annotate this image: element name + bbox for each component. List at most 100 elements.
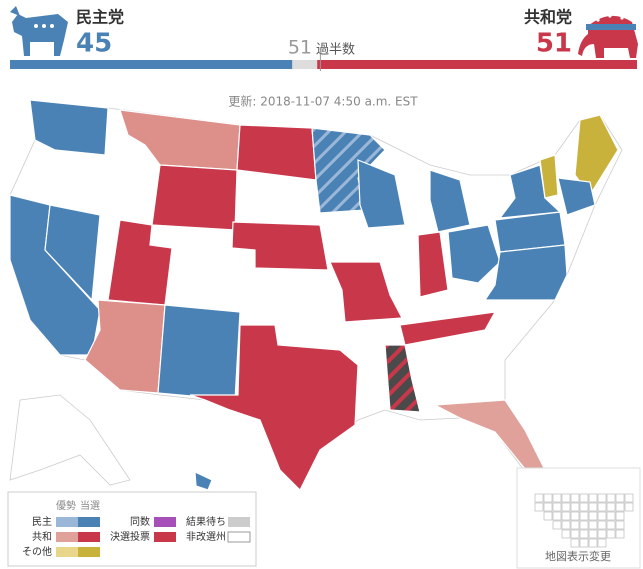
tile[interactable] (579, 502, 589, 512)
tile[interactable] (570, 493, 580, 503)
maine (574, 114, 619, 197)
states (9, 99, 619, 492)
tile[interactable] (588, 538, 598, 548)
tile[interactable] (588, 529, 598, 539)
utah (107, 219, 173, 306)
tile[interactable] (561, 520, 571, 530)
tile[interactable] (579, 493, 589, 503)
tile[interactable] (570, 529, 580, 539)
tile[interactable] (615, 502, 625, 512)
legend-rep: 共和 (32, 531, 52, 543)
tile[interactable] (597, 529, 607, 539)
tile[interactable] (588, 502, 598, 512)
tile[interactable] (561, 511, 571, 521)
tile[interactable] (606, 502, 616, 512)
tile[interactable] (597, 493, 607, 503)
tile[interactable] (552, 502, 562, 512)
new-york (498, 164, 562, 219)
vermont (539, 154, 559, 199)
tile[interactable] (615, 493, 625, 503)
legend: 優勢 当選 民主 共和 その他 同数 決選投票 結果待ち 非改選州 (7, 491, 257, 567)
swatch (154, 517, 176, 527)
tile[interactable] (606, 529, 616, 539)
legend-dem: 民主 (32, 516, 52, 528)
legend-tie: 同数 (130, 515, 150, 528)
dem-label: 民主党 (76, 8, 124, 27)
tile[interactable] (579, 520, 589, 530)
tile[interactable] (552, 511, 562, 521)
tile[interactable] (606, 520, 616, 530)
swatch (154, 532, 176, 542)
swatch (56, 532, 78, 542)
tile[interactable] (615, 511, 625, 521)
new-mexico (157, 304, 241, 401)
tile[interactable] (552, 493, 562, 503)
rep-label: 共和党 (524, 8, 572, 27)
legend-other: その他 (22, 545, 52, 558)
legend-won: 当選 (80, 499, 100, 512)
florida (432, 399, 546, 476)
mississippi (384, 344, 421, 413)
tile[interactable] (624, 502, 634, 512)
texas (189, 324, 359, 492)
tile[interactable] (606, 493, 616, 503)
legend-pending: 結果待ち (186, 515, 226, 528)
tile[interactable] (588, 511, 598, 521)
tile[interactable] (570, 520, 580, 530)
swatch (78, 517, 100, 527)
michigan (429, 169, 471, 233)
tile[interactable] (561, 529, 571, 539)
rep-seat-bar (317, 60, 637, 69)
tile[interactable] (534, 502, 544, 512)
tile[interactable] (597, 511, 607, 521)
legend-lean: 優勢 (56, 499, 76, 512)
tile[interactable] (570, 502, 580, 512)
tile[interactable] (597, 502, 607, 512)
dem-seats: 45 (76, 29, 112, 59)
majority-label: 過半数 (316, 43, 355, 58)
hawaii (194, 471, 213, 491)
majority-seats: 51 (288, 37, 312, 59)
legend-not-up: 非改選州 (186, 530, 226, 543)
elephant-icon (578, 14, 638, 58)
rep-seats: 51 (536, 29, 572, 59)
tile[interactable] (534, 493, 544, 503)
tile[interactable] (570, 538, 580, 548)
tile[interactable] (615, 520, 625, 530)
map-toggle[interactable]: 地図表示変更 (516, 467, 641, 569)
tile[interactable] (624, 493, 634, 503)
indiana (417, 231, 449, 298)
dem-seat-bar (10, 60, 293, 69)
tile[interactable] (579, 529, 589, 539)
tile[interactable] (561, 493, 571, 503)
tile[interactable] (561, 502, 571, 512)
map-toggle-label[interactable]: 地図表示変更 (545, 549, 611, 563)
tile[interactable] (570, 511, 580, 521)
tile[interactable] (543, 511, 553, 521)
nebraska (231, 221, 329, 271)
tile[interactable] (543, 502, 553, 512)
tile[interactable] (606, 511, 616, 521)
wyoming (151, 164, 238, 231)
tile[interactable] (579, 538, 589, 548)
tile[interactable] (597, 520, 607, 530)
tile[interactable] (579, 511, 589, 521)
north-dakota (236, 124, 317, 181)
ohio (447, 224, 501, 284)
tile[interactable] (588, 493, 598, 503)
washington (29, 99, 109, 156)
tile[interactable] (597, 538, 607, 548)
mid-atlantic (483, 244, 568, 301)
swatch (78, 547, 100, 557)
tile-map-icon[interactable] (534, 493, 634, 548)
swatch (227, 531, 251, 543)
missouri (329, 261, 403, 323)
tile[interactable] (552, 520, 562, 530)
tile[interactable] (615, 529, 625, 539)
swatch (78, 532, 100, 542)
tile[interactable] (543, 493, 553, 503)
tile[interactable] (588, 520, 598, 530)
wisconsin (357, 159, 406, 229)
